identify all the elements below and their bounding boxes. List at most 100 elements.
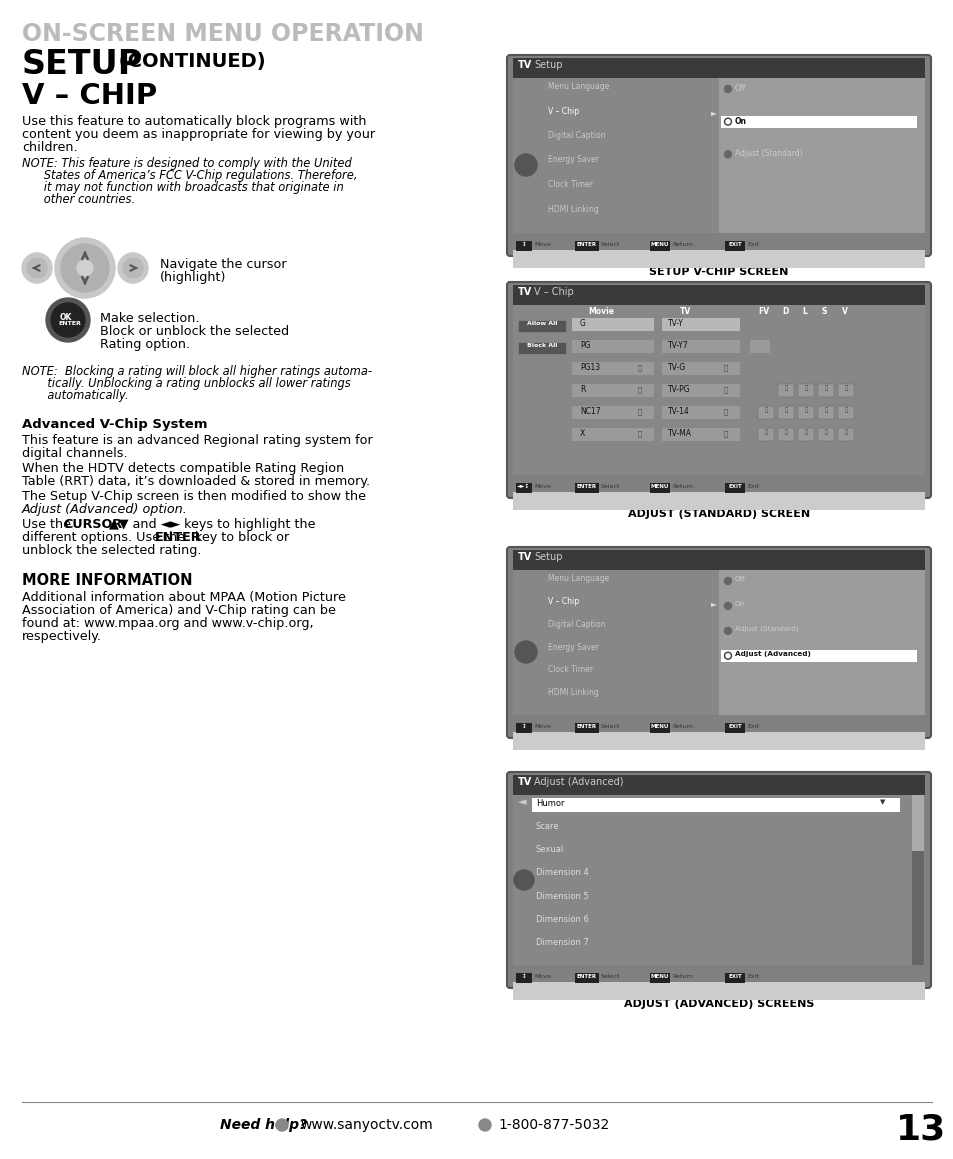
Text: Return: Return bbox=[671, 974, 692, 979]
Bar bbox=[516, 974, 532, 983]
Text: ENTER: ENTER bbox=[577, 724, 597, 729]
Bar bbox=[778, 384, 793, 398]
Text: ENTER: ENTER bbox=[154, 531, 201, 544]
Text: ▼: ▼ bbox=[879, 799, 884, 806]
Bar bbox=[719, 78, 924, 233]
Text: digital channels.: digital channels. bbox=[22, 447, 128, 460]
Circle shape bbox=[723, 86, 731, 93]
Bar bbox=[516, 241, 532, 252]
Text: 🔒: 🔒 bbox=[783, 385, 787, 391]
Text: Move: Move bbox=[534, 242, 550, 247]
Text: Return: Return bbox=[671, 484, 692, 489]
Text: MENU: MENU bbox=[650, 974, 668, 979]
Text: Move: Move bbox=[534, 724, 550, 729]
Circle shape bbox=[51, 302, 85, 337]
Circle shape bbox=[55, 238, 115, 298]
Circle shape bbox=[77, 260, 92, 276]
Text: (CONTINUED): (CONTINUED) bbox=[112, 52, 265, 71]
Text: NOTE:  Blocking a rating will block all higher ratings automa-: NOTE: Blocking a rating will block all h… bbox=[22, 365, 372, 378]
Text: OK: OK bbox=[60, 313, 72, 322]
Bar bbox=[575, 241, 598, 252]
Text: CURSOR: CURSOR bbox=[63, 518, 122, 531]
Text: Use the: Use the bbox=[22, 518, 75, 531]
Text: EXIT: EXIT bbox=[727, 974, 741, 979]
Bar bbox=[513, 982, 924, 1000]
Bar bbox=[516, 723, 532, 732]
Text: Select: Select bbox=[600, 242, 619, 247]
Circle shape bbox=[725, 119, 729, 124]
Text: Energy Saver: Energy Saver bbox=[547, 155, 598, 165]
Text: 🔒: 🔒 bbox=[843, 429, 846, 435]
Text: V: V bbox=[841, 307, 847, 316]
Text: TV-MA: TV-MA bbox=[667, 429, 691, 438]
Text: Exit: Exit bbox=[746, 974, 758, 979]
Text: 1-800-877-5032: 1-800-877-5032 bbox=[497, 1118, 609, 1132]
Text: EXIT: EXIT bbox=[727, 484, 741, 489]
Bar bbox=[649, 974, 669, 983]
Text: V – CHIP: V – CHIP bbox=[22, 82, 157, 110]
Text: 🔒: 🔒 bbox=[638, 408, 641, 415]
Text: 🔒: 🔒 bbox=[823, 407, 827, 413]
Bar bbox=[513, 285, 924, 305]
Circle shape bbox=[478, 1118, 491, 1131]
Bar bbox=[572, 428, 654, 442]
Bar bbox=[575, 974, 598, 983]
Circle shape bbox=[46, 298, 90, 342]
Text: Return: Return bbox=[671, 242, 692, 247]
Text: Navigate the cursor: Navigate the cursor bbox=[160, 258, 286, 271]
Bar bbox=[778, 428, 793, 442]
Circle shape bbox=[723, 151, 731, 158]
Bar bbox=[758, 406, 773, 420]
Text: Setup: Setup bbox=[534, 552, 562, 562]
Text: ▲▼ and ◄► keys to highlight the: ▲▼ and ◄► keys to highlight the bbox=[105, 518, 315, 531]
Circle shape bbox=[22, 253, 52, 283]
Text: Need help?: Need help? bbox=[220, 1118, 307, 1132]
Bar bbox=[724, 241, 744, 252]
Text: 🔒: 🔒 bbox=[723, 408, 727, 415]
Text: EXIT: EXIT bbox=[727, 242, 741, 247]
Bar bbox=[797, 428, 813, 442]
Text: D: D bbox=[781, 307, 787, 316]
Bar bbox=[513, 58, 924, 78]
Text: Make selection.: Make selection. bbox=[100, 312, 199, 325]
Text: TV: TV bbox=[517, 552, 532, 562]
Bar bbox=[661, 362, 740, 376]
Text: TV: TV bbox=[517, 60, 532, 70]
Text: EXIT: EXIT bbox=[727, 724, 741, 729]
Text: Table (RRT) data, it’s downloaded & stored in memory.: Table (RRT) data, it’s downloaded & stor… bbox=[22, 475, 370, 488]
Text: respectively.: respectively. bbox=[22, 630, 102, 643]
Text: automatically.: automatically. bbox=[22, 389, 129, 402]
Text: TV-PG: TV-PG bbox=[667, 385, 690, 394]
Text: Block All: Block All bbox=[526, 343, 557, 348]
Text: Sexual: Sexual bbox=[536, 845, 563, 854]
Bar bbox=[517, 342, 565, 353]
Text: Block or unblock the selected: Block or unblock the selected bbox=[100, 325, 289, 338]
Text: unblock the selected rating.: unblock the selected rating. bbox=[22, 544, 201, 557]
Bar bbox=[661, 428, 740, 442]
Text: 🔒: 🔒 bbox=[803, 407, 807, 413]
Text: This feature is an advanced Regional rating system for: This feature is an advanced Regional rat… bbox=[22, 433, 373, 447]
Text: ↕: ↕ bbox=[521, 242, 526, 247]
Circle shape bbox=[723, 118, 731, 125]
Text: TV-14: TV-14 bbox=[667, 407, 689, 416]
Text: ADJUST (ADVANCED) SCREENS: ADJUST (ADVANCED) SCREENS bbox=[623, 999, 813, 1009]
Bar bbox=[513, 775, 924, 795]
Text: V – Chip: V – Chip bbox=[547, 107, 578, 116]
Text: MENU: MENU bbox=[650, 724, 668, 729]
Text: 🔒: 🔒 bbox=[803, 385, 807, 391]
Circle shape bbox=[123, 258, 143, 278]
Text: ►: ► bbox=[710, 109, 716, 117]
Text: TV-Y7: TV-Y7 bbox=[667, 341, 688, 350]
Text: ENTER: ENTER bbox=[577, 484, 597, 489]
Circle shape bbox=[725, 654, 729, 657]
Bar bbox=[661, 318, 740, 331]
Bar bbox=[516, 483, 532, 493]
Circle shape bbox=[27, 258, 47, 278]
Bar bbox=[720, 650, 916, 662]
Text: Allow All: Allow All bbox=[526, 321, 557, 326]
Text: ENTER: ENTER bbox=[577, 242, 597, 247]
Text: Digital Caption: Digital Caption bbox=[547, 620, 605, 628]
Circle shape bbox=[118, 253, 148, 283]
Text: ADJUST (STANDARD) SCREEN: ADJUST (STANDARD) SCREEN bbox=[627, 509, 809, 519]
Text: Return: Return bbox=[671, 724, 692, 729]
